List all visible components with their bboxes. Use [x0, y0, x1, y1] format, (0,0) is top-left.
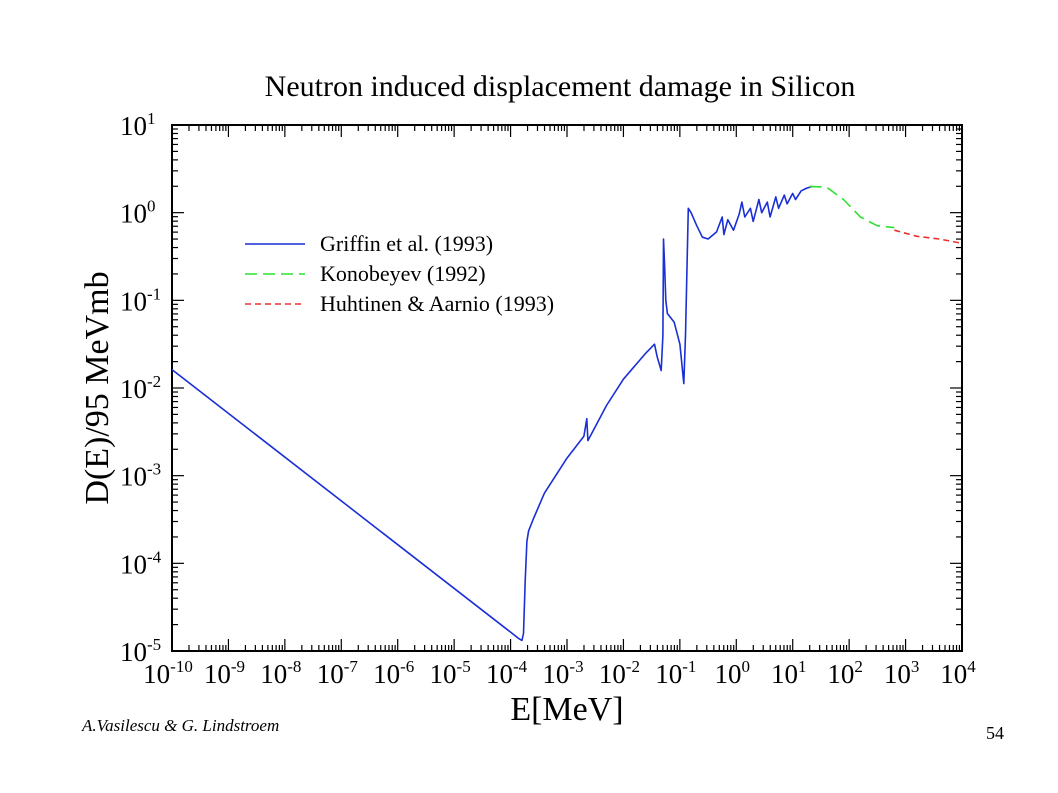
x-tick-label: 102: [827, 657, 863, 689]
x-tick-label: 10-9: [204, 657, 245, 689]
x-tick-label: 101: [771, 657, 807, 689]
x-tick-label: 104: [940, 657, 976, 689]
x-tick-label: 100: [715, 657, 751, 689]
credit-text: A.Vasilescu & G. Lindstroem: [81, 716, 279, 735]
x-tick-labels: 10-10 10-9 10-8 10-7 10-6 10-5 10-4 10-3 10-2 10-…: [143, 657, 976, 689]
chart-title: Neutron induced displacement damage in S…: [265, 70, 856, 103]
x-tick-label: 10-2: [599, 657, 640, 689]
series-line-2: [809, 185, 895, 229]
series-line-1: [171, 185, 813, 642]
y-tick-labels: 10-5 10-4 10-3 10-2 10-1 100 101: [120, 109, 162, 667]
x-tick-label: 10-5: [430, 657, 471, 689]
legend-label: Griffin et al. (1993): [320, 231, 493, 256]
y-tick-label: 10-1: [120, 284, 161, 316]
legend-label: Huhtinen & Aarnio (1993): [320, 291, 554, 316]
y-tick-label: 10-3: [120, 460, 161, 492]
series-lines: [171, 185, 963, 642]
plot-frame: [171, 124, 963, 652]
x-tick-label: 103: [884, 657, 920, 689]
x-tick-label: 10-8: [260, 657, 301, 689]
legend-label: Konobeyev (1992): [320, 261, 486, 286]
series-line-3: [894, 229, 963, 245]
y-tick-label: 10-4: [120, 547, 162, 579]
legend: Griffin et al. (1993) Konobeyev (1992) Huh…: [245, 231, 554, 316]
x-axis-label: E[MeV]: [510, 691, 623, 728]
x-tick-label: 10-1: [655, 657, 696, 689]
x-tick-label: 10-4: [486, 657, 528, 689]
y-axis-label: D(E)/95 MeVmb: [79, 271, 116, 504]
x-tick-label: 10-7: [317, 657, 359, 689]
page-number: 54: [986, 723, 1004, 743]
x-tick-label: 10-10: [143, 657, 193, 689]
x-tick-label: 10-6: [373, 657, 414, 689]
x-tick-label: 10-3: [542, 657, 583, 689]
y-tick-label: 100: [120, 197, 156, 229]
y-tick-label: 10-2: [120, 372, 161, 404]
y-tick-label: 101: [120, 109, 156, 141]
minor-ticks: [171, 124, 963, 652]
y-tick-label: 10-5: [120, 635, 161, 667]
